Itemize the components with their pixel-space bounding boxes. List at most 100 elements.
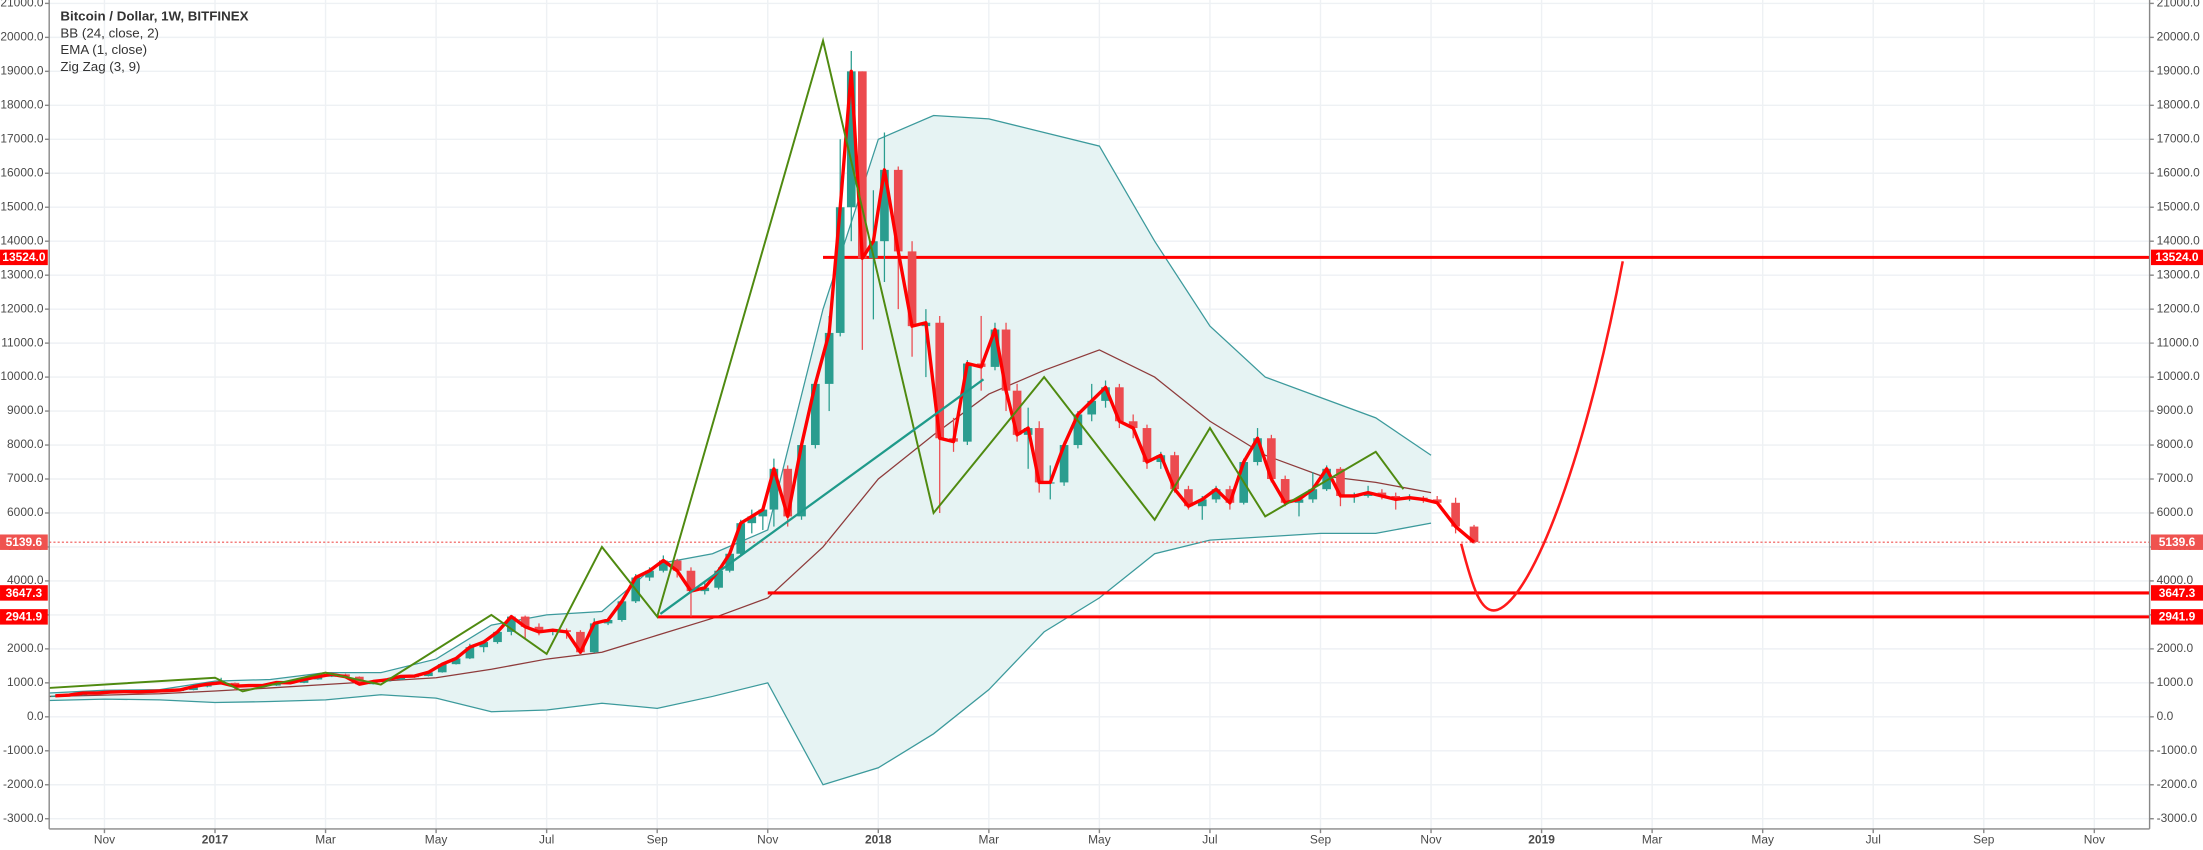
y-tick-label: 1000.0 <box>7 675 44 689</box>
y-tick-label: 19000.0 <box>0 63 44 77</box>
y-tick-label: 15000.0 <box>2157 199 2201 213</box>
candle-body <box>534 626 544 632</box>
y-tick-label: 6000.0 <box>2157 505 2194 519</box>
price-badge-label: 2941.9 <box>6 610 43 624</box>
y-tick-label: 11000.0 <box>1 335 44 349</box>
candle-body <box>736 523 746 554</box>
x-tick-label: May <box>1088 832 1111 846</box>
candle-body <box>617 601 627 620</box>
y-tick-label: 13000.0 <box>2157 267 2201 281</box>
y-tick-label: 20000.0 <box>2157 30 2201 44</box>
y-tick-label: 14000.0 <box>2157 233 2201 247</box>
candle-body <box>1184 489 1193 507</box>
y-tick-label: 11000.0 <box>2157 335 2200 349</box>
candle-body <box>714 570 723 588</box>
x-tick-label: Sep <box>1973 832 1995 846</box>
candle-body <box>576 631 585 653</box>
candle-body <box>990 329 1000 367</box>
candle-body <box>1073 414 1083 446</box>
candle-body <box>858 71 867 259</box>
candle-body <box>1336 468 1345 496</box>
candle-body <box>880 169 889 242</box>
price-badge <box>0 249 48 266</box>
candle-body <box>907 251 917 327</box>
candle-body <box>824 332 834 384</box>
candle-body <box>437 664 447 673</box>
plot-area <box>49 0 2150 829</box>
y-tick-label: 10000.0 <box>0 369 44 383</box>
trend-line <box>659 378 985 615</box>
y-tick-label: 18000.0 <box>2157 97 2201 111</box>
legend: Bitcoin / Dollar, 1W, BITFINEX BB (24, c… <box>60 8 248 74</box>
drawings: Bitcoin / Dollar, 1W, BITFINEX BB (24, c… <box>60 8 248 74</box>
candle-body <box>747 516 757 524</box>
y-tick-label: 12000.0 <box>2157 301 2201 315</box>
y-tick-label: 0.0 <box>2157 709 2174 723</box>
price-badge <box>0 609 48 625</box>
price-badge <box>0 534 48 550</box>
bb-basis <box>49 349 1432 698</box>
candle-body <box>686 570 696 592</box>
y-tick-label: 15000.0 <box>0 199 44 213</box>
candle-body <box>51 695 60 697</box>
candle-body <box>935 322 945 439</box>
price-badge-label: 13524.0 <box>2155 250 2199 264</box>
y-tick-label: 0.0 <box>27 709 44 723</box>
y-tick-label: 8000.0 <box>7 437 44 451</box>
x-tick-label: Mar <box>979 832 1000 846</box>
candle-body <box>479 642 489 648</box>
candle-body <box>846 71 856 208</box>
y-tick-label: -2000.0 <box>2157 777 2198 791</box>
zigzag-line <box>49 36 1405 693</box>
y-tick-label: 6000.0 <box>7 505 44 519</box>
price-badge-label: 13524.0 <box>2 250 46 264</box>
y-tick-label: 7000.0 <box>2157 471 2194 485</box>
candle-body <box>1322 468 1331 490</box>
candle-body <box>589 623 599 653</box>
x-tick-label: 2017 <box>202 832 229 846</box>
candle-body <box>1142 428 1152 463</box>
candle-body <box>758 509 768 517</box>
candle-body <box>659 560 668 571</box>
candle-body <box>645 570 654 578</box>
candle-body <box>1001 329 1011 391</box>
candle-body <box>1128 421 1138 429</box>
candle-body <box>1170 455 1179 490</box>
y-tick-label: -2000.0 <box>3 777 44 791</box>
x-tick-label: Jul <box>1866 832 1881 846</box>
x-tick-label: Sep <box>647 832 669 846</box>
y-tick-label: 9000.0 <box>7 403 44 417</box>
y-tick-label: -3000.0 <box>2157 811 2198 825</box>
y-tick-label: 17000.0 <box>0 131 44 145</box>
candle-body <box>493 631 502 643</box>
candle-body <box>963 363 972 442</box>
candle-body <box>507 616 516 632</box>
candle-body <box>1267 438 1276 480</box>
y-tick-label: 16000.0 <box>0 165 44 179</box>
x-tick-label: Jul <box>539 832 554 846</box>
candle-body <box>893 169 903 252</box>
candle-body <box>424 672 433 677</box>
y-tick-label: -1000.0 <box>2157 743 2198 757</box>
candle-body <box>1087 400 1097 415</box>
candle-body <box>811 383 820 446</box>
candle-body <box>1012 390 1022 435</box>
y-tick-label: 13000.0 <box>0 267 44 281</box>
candle-body <box>869 241 878 259</box>
candle-body <box>1197 499 1207 507</box>
candle-body <box>672 560 682 571</box>
x-tick-label: Sep <box>1310 832 1332 846</box>
y-tick-label: -3000.0 <box>3 811 44 825</box>
price-badge-label: 5139.6 <box>6 535 43 549</box>
x-tick-label: Nov <box>1420 832 1441 846</box>
y-tick-label: 2000.0 <box>7 641 44 655</box>
candle-body <box>451 658 461 665</box>
price-badge <box>0 585 48 601</box>
candle-body <box>1059 445 1069 483</box>
y-tick-label: 19000.0 <box>2157 63 2201 77</box>
y-tick-label: 21000.0 <box>2157 0 2201 10</box>
y-tick-label: -1000.0 <box>3 743 44 757</box>
candle-body <box>1469 526 1479 543</box>
